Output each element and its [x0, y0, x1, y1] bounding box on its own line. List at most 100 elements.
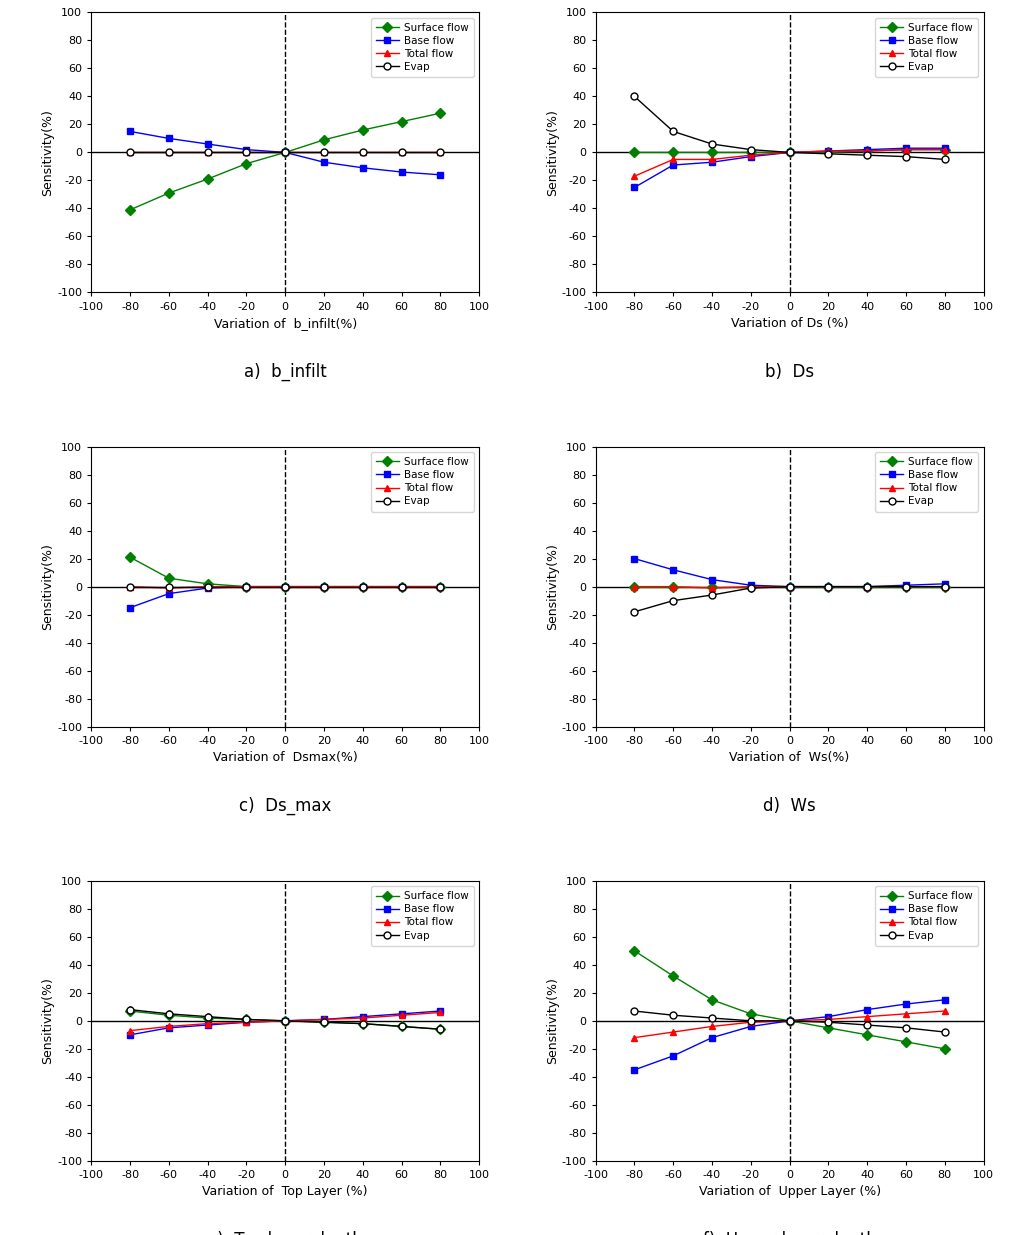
- Evap: [784, 579, 796, 594]
- X-axis label: Variation of Ds (%): Variation of Ds (%): [731, 317, 849, 330]
- Evap: [629, 604, 641, 619]
- Surface flow: [667, 579, 679, 594]
- Evap: [357, 579, 369, 594]
- Line: Total flow: Total flow: [631, 146, 948, 180]
- Total flow: [629, 579, 641, 594]
- Y-axis label: Sensitivity(%): Sensitivity(%): [546, 109, 559, 196]
- Evap: [706, 137, 718, 152]
- Evap: [822, 579, 835, 594]
- Surface flow: [939, 142, 951, 157]
- Evap: [822, 1015, 835, 1030]
- Line: Evap: Evap: [127, 1007, 444, 1032]
- Y-axis label: Sensitivity(%): Sensitivity(%): [42, 543, 55, 630]
- Legend: Surface flow, Base flow, Total flow, Evap: Surface flow, Base flow, Total flow, Eva…: [371, 17, 474, 78]
- Base flow: [706, 154, 718, 169]
- X-axis label: Variation of  Dsmax(%): Variation of Dsmax(%): [213, 751, 358, 764]
- Evap: [395, 579, 408, 594]
- Total flow: [629, 169, 641, 184]
- Surface flow: [706, 144, 718, 159]
- Base flow: [861, 579, 873, 594]
- Evap: [899, 1020, 912, 1035]
- Evap: [124, 144, 136, 159]
- Legend: Surface flow, Base flow, Total flow, Evap: Surface flow, Base flow, Total flow, Eva…: [875, 452, 979, 511]
- Y-axis label: Sensitivity(%): Sensitivity(%): [42, 977, 55, 1065]
- Surface flow: [434, 1021, 446, 1036]
- Base flow: [822, 579, 835, 594]
- Base flow: [667, 1049, 679, 1063]
- Surface flow: [939, 579, 951, 594]
- Total flow: [667, 579, 679, 594]
- Base flow: [163, 1020, 175, 1035]
- Evap: [240, 579, 252, 594]
- Surface flow: [822, 144, 835, 159]
- Total flow: [318, 579, 331, 594]
- Evap: [318, 1015, 331, 1030]
- Total flow: [357, 1010, 369, 1025]
- Base flow: [822, 1009, 835, 1024]
- Total flow: [861, 579, 873, 594]
- Surface flow: [899, 1035, 912, 1050]
- Evap: [744, 1014, 756, 1029]
- Evap: [784, 1014, 796, 1029]
- Surface flow: [124, 1004, 136, 1019]
- Total flow: [124, 144, 136, 159]
- Line: Base flow: Base flow: [127, 128, 444, 178]
- Evap: [939, 1025, 951, 1040]
- Surface flow: [279, 1014, 291, 1029]
- Total flow: [822, 143, 835, 158]
- Evap: [899, 579, 912, 594]
- Evap: [629, 1004, 641, 1019]
- Surface flow: [318, 132, 331, 147]
- Surface flow: [629, 144, 641, 159]
- Total flow: [861, 143, 873, 158]
- Total flow: [163, 144, 175, 159]
- X-axis label: Variation of  b_infilt(%): Variation of b_infilt(%): [214, 317, 357, 330]
- Base flow: [744, 1019, 756, 1034]
- Base flow: [395, 164, 408, 179]
- Surface flow: [899, 579, 912, 594]
- Total flow: [124, 1024, 136, 1039]
- Text: b)  Ds: b) Ds: [765, 363, 814, 380]
- Base flow: [357, 579, 369, 594]
- Base flow: [318, 1011, 331, 1026]
- Total flow: [784, 579, 796, 594]
- Line: Base flow: Base flow: [631, 144, 948, 191]
- Line: Evap: Evap: [127, 149, 444, 156]
- Total flow: [667, 152, 679, 167]
- Surface flow: [861, 1028, 873, 1042]
- Evap: [240, 1011, 252, 1026]
- Base flow: [939, 993, 951, 1008]
- Line: Total flow: Total flow: [127, 149, 444, 156]
- Surface flow: [784, 579, 796, 594]
- Surface flow: [202, 1010, 214, 1025]
- Surface flow: [667, 144, 679, 159]
- Base flow: [202, 1018, 214, 1032]
- Surface flow: [279, 579, 291, 594]
- Evap: [240, 144, 252, 159]
- Surface flow: [822, 579, 835, 594]
- Evap: [899, 149, 912, 164]
- Evap: [667, 593, 679, 608]
- Legend: Surface flow, Base flow, Total flow, Evap: Surface flow, Base flow, Total flow, Eva…: [371, 452, 474, 511]
- Line: Base flow: Base flow: [127, 1008, 444, 1039]
- Evap: [706, 588, 718, 603]
- Surface flow: [202, 577, 214, 592]
- Text: e)  Top layer depth: e) Top layer depth: [208, 1231, 363, 1235]
- Evap: [939, 579, 951, 594]
- Base flow: [667, 158, 679, 173]
- Total flow: [706, 1019, 718, 1034]
- Evap: [667, 124, 679, 138]
- Total flow: [434, 144, 446, 159]
- Total flow: [706, 580, 718, 595]
- Evap: [279, 579, 291, 594]
- Surface flow: [163, 185, 175, 200]
- Evap: [395, 144, 408, 159]
- Total flow: [357, 144, 369, 159]
- Evap: [784, 144, 796, 159]
- Total flow: [202, 1016, 214, 1031]
- X-axis label: Variation of  Upper Layer (%): Variation of Upper Layer (%): [699, 1186, 881, 1198]
- Base flow: [629, 1062, 641, 1077]
- Total flow: [357, 579, 369, 594]
- Evap: [163, 144, 175, 159]
- Surface flow: [939, 1041, 951, 1056]
